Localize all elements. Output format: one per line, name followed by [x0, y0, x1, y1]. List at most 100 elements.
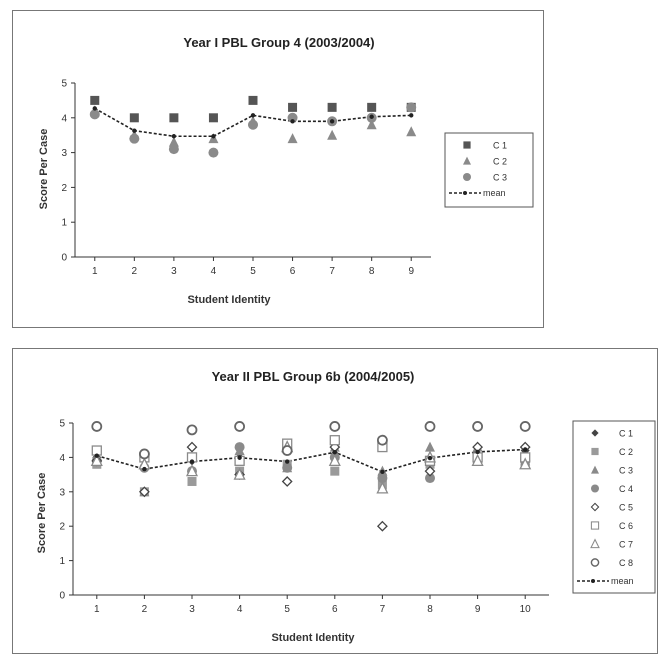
- x-tick-label: 5: [284, 604, 290, 615]
- x-axis-label: Student Identity: [271, 632, 355, 644]
- y-tick-label: 0: [59, 591, 65, 602]
- data-point: [248, 95, 258, 105]
- legend-label: C 1: [619, 429, 633, 439]
- legend-marker: [591, 429, 599, 437]
- legend-label: C 7: [619, 540, 633, 550]
- x-tick-label: 8: [427, 604, 433, 615]
- data-point: [406, 102, 417, 113]
- mean-point: [290, 119, 295, 124]
- legend-marker: [590, 538, 600, 549]
- y-tick-label: 2: [61, 183, 67, 194]
- data-point: [187, 476, 197, 486]
- data-point: [472, 421, 484, 432]
- legend-label: C 2: [493, 157, 507, 167]
- data-point: [208, 147, 219, 158]
- chart-year2-svg: Year II PBL Group 6b (2004/2005) Student…: [36, 369, 656, 644]
- legend-label: mean: [483, 188, 506, 198]
- legend-mean-marker: [591, 579, 595, 583]
- x-tick-label: 5: [250, 266, 256, 277]
- mean-point: [132, 128, 137, 133]
- data-point: [129, 113, 139, 123]
- mean-point: [92, 106, 97, 111]
- y-tick-label: 3: [59, 487, 65, 498]
- legend-label: C 8: [619, 558, 633, 568]
- data-point: [287, 112, 298, 123]
- x-tick-label: 7: [329, 266, 335, 277]
- legend-marker: [463, 141, 471, 149]
- chart-panel-year1: Year I PBL Group 4 (2003/2004) Student I…: [12, 10, 544, 328]
- x-tick-label: 1: [92, 266, 98, 277]
- mean-point: [409, 113, 414, 118]
- x-tick-label: 2: [132, 266, 138, 277]
- legend-marker: [591, 465, 599, 474]
- mean-point: [250, 113, 256, 118]
- data-point: [376, 434, 388, 446]
- data-point: [233, 467, 246, 480]
- legend-label: C 5: [619, 503, 633, 513]
- data-point: [424, 465, 436, 477]
- mean-point: [427, 455, 433, 461]
- data-point: [288, 102, 298, 112]
- x-axis-label: Student Identity: [187, 294, 271, 306]
- data-point: [186, 424, 198, 436]
- mean-line: [96, 448, 526, 473]
- data-point: [90, 453, 103, 466]
- mean-point: [380, 469, 385, 475]
- data-point: [376, 481, 389, 494]
- data-point: [168, 136, 179, 147]
- data-point: [327, 129, 338, 140]
- data-point: [186, 441, 198, 453]
- data-point: [89, 109, 100, 120]
- data-point: [282, 462, 293, 473]
- data-point: [366, 119, 377, 130]
- mean-point: [475, 449, 480, 455]
- data-point: [129, 133, 140, 144]
- x-tick-label: 2: [142, 604, 148, 615]
- x-tick-label: 3: [171, 266, 177, 277]
- y-tick-label: 1: [61, 218, 67, 229]
- data-point: [425, 473, 435, 484]
- data-point: [327, 102, 337, 112]
- data-point: [281, 445, 293, 456]
- data-point: [328, 453, 341, 466]
- chart-year1-svg: Year I PBL Group 4 (2003/2004) Student I…: [38, 35, 534, 306]
- chart-panel-year2: Year II PBL Group 6b (2004/2005) Student…: [12, 348, 658, 654]
- x-tick-label: 6: [332, 604, 338, 615]
- data-point: [367, 102, 377, 112]
- x-tick-label: 3: [189, 604, 195, 615]
- data-point: [406, 126, 417, 137]
- mean-point: [329, 119, 335, 124]
- data-point: [168, 144, 179, 155]
- mean-line: [94, 107, 412, 138]
- legend-label: mean: [611, 576, 634, 586]
- legend-marker: [590, 521, 600, 530]
- x-tick-label: 9: [408, 266, 414, 277]
- x-tick-label: 10: [520, 604, 532, 615]
- data-point: [234, 442, 245, 453]
- legend-label: C 6: [619, 521, 633, 531]
- data-point: [376, 520, 388, 532]
- data-point: [138, 486, 150, 498]
- chart-title: Year I PBL Group 4 (2003/2004): [183, 35, 374, 50]
- mean-point: [142, 466, 147, 472]
- data-point: [425, 441, 435, 452]
- legend-marker: [590, 558, 600, 567]
- mean-point: [369, 114, 374, 119]
- legend-marker: [591, 484, 599, 493]
- legend-label: C 4: [619, 484, 633, 494]
- legend-marker: [591, 447, 599, 456]
- legend-label: C 3: [493, 173, 507, 183]
- y-axis-label: Score Per Case: [36, 473, 48, 554]
- data-point: [138, 448, 150, 460]
- y-tick-label: 0: [61, 253, 67, 264]
- mean-point: [523, 447, 528, 452]
- y-axis-label: Score Per Case: [38, 129, 50, 210]
- y-tick-label: 3: [61, 148, 67, 159]
- mean-point: [285, 459, 290, 464]
- x-tick-label: 4: [211, 266, 217, 277]
- data-point: [287, 133, 298, 144]
- x-tick-label: 4: [237, 604, 243, 615]
- x-tick-label: 8: [369, 266, 375, 277]
- mean-point: [171, 134, 177, 139]
- legend-marker: [463, 173, 471, 181]
